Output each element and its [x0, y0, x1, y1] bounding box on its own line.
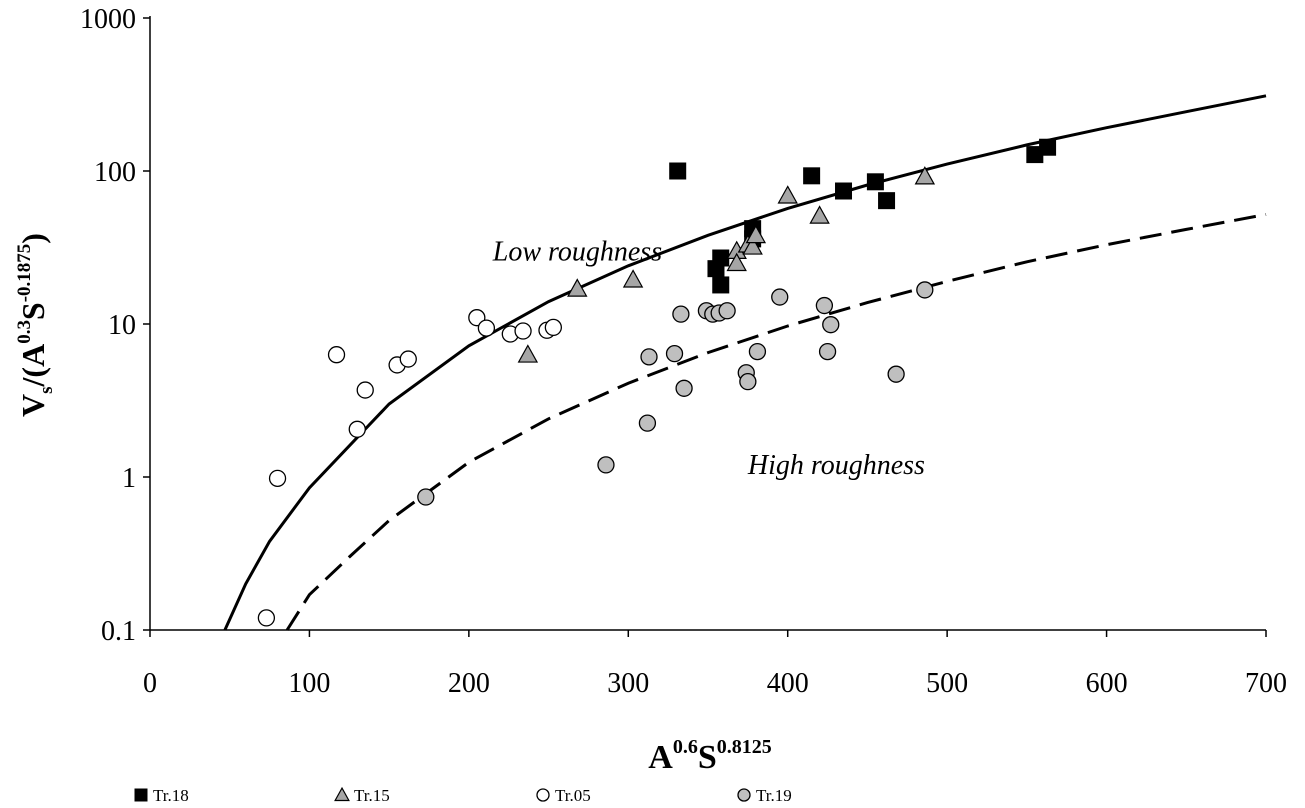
legend-label: Tr.15 [354, 786, 390, 805]
axes: 0 100 200 300 400 500 600 700 0.1 1 10 100 1000 [80, 4, 1287, 699]
y-title-sup-s: -0.1875 [14, 244, 35, 303]
y-title-sub-s: s [36, 386, 57, 393]
point-tr19 [887, 365, 905, 383]
x-tick-label: 700 [1245, 668, 1287, 699]
legend-item: Tr.18 [134, 786, 189, 805]
y-title-sup-a: 0.3 [14, 320, 35, 344]
y-axis-title: Vs/(A0.3S-0.1875) [14, 233, 57, 417]
point-tr19 [417, 488, 435, 506]
x-tick-label: 300 [607, 668, 649, 699]
point-tr19 [597, 456, 615, 474]
point-tr19 [640, 348, 658, 366]
point-tr15 [726, 252, 747, 272]
annotation-label: High roughness [747, 450, 925, 481]
point-tr05 [327, 346, 346, 364]
legend-item: Tr.19 [737, 786, 792, 805]
legend: Tr.18 Tr.15 Tr.05 Tr.19 [134, 786, 792, 805]
point-tr18 [866, 173, 884, 191]
point-tr18 [712, 249, 730, 267]
point-tr15 [567, 278, 588, 297]
point-tr15 [777, 185, 798, 204]
point-tr19 [818, 342, 837, 361]
x-axis-title: A0.6S0.8125 [648, 736, 771, 776]
point-tr19 [675, 379, 693, 397]
data-points [257, 138, 1057, 627]
point-tr19 [739, 372, 757, 391]
legend-item: Tr.15 [334, 786, 390, 805]
y-tick-label: 100 [94, 157, 136, 188]
x-tick-label: 100 [288, 668, 330, 699]
point-tr19 [916, 281, 934, 299]
point-tr19 [771, 288, 789, 306]
point-tr18 [669, 162, 687, 180]
point-tr19 [665, 345, 684, 363]
point-tr19 [748, 342, 767, 361]
legend-marker [737, 788, 751, 802]
legend-marker [134, 788, 148, 802]
y-tick-label: 1000 [80, 4, 136, 35]
x-title-base-a: A [648, 739, 673, 776]
x-tick-label: 500 [926, 668, 968, 699]
y-title-mid: /(A [15, 344, 51, 388]
point-tr19 [718, 302, 736, 320]
x-tick-label: 600 [1086, 668, 1128, 699]
y-title-v: V [15, 394, 51, 417]
point-tr15 [914, 166, 936, 185]
point-tr05 [268, 469, 287, 487]
point-tr15 [809, 205, 830, 224]
point-tr05 [399, 350, 417, 368]
y-title-close: ) [15, 233, 51, 244]
y-title-s: S [15, 302, 51, 320]
x-title-sup-s: 0.8125 [717, 736, 772, 758]
point-tr05 [356, 381, 374, 399]
fit-curve-solid [223, 94, 1267, 631]
legend-label: Tr.05 [555, 786, 591, 805]
legend-marker [536, 788, 550, 802]
y-tick-label: 1 [122, 463, 136, 494]
annotation-label: Low roughness [492, 237, 662, 268]
point-tr05 [348, 420, 366, 438]
point-tr05 [257, 609, 276, 627]
y-tick-label: 10 [108, 310, 136, 341]
fit-curves [223, 94, 1267, 631]
point-tr05 [514, 322, 532, 340]
point-tr05 [544, 318, 563, 337]
point-tr18 [1039, 138, 1057, 156]
x-title-base-s: S [698, 739, 717, 776]
point-tr18 [803, 167, 821, 185]
point-tr18 [712, 276, 730, 294]
legend-marker [334, 786, 350, 802]
legend-label: Tr.18 [153, 786, 189, 805]
y-tick-label: 0.1 [101, 616, 136, 647]
x-title-sup-a: 0.6 [673, 736, 698, 758]
x-tick-label: 200 [448, 668, 490, 699]
x-tick-label: 400 [767, 668, 809, 699]
point-tr15 [742, 236, 763, 255]
x-tick-label: 0 [143, 668, 157, 699]
point-tr19 [638, 414, 657, 432]
point-tr19 [815, 296, 834, 315]
point-tr15 [517, 344, 539, 363]
point-tr19 [672, 305, 690, 323]
point-tr15 [745, 224, 767, 244]
legend-label: Tr.19 [756, 786, 792, 805]
point-tr05 [477, 319, 496, 337]
point-tr18 [835, 182, 853, 200]
point-tr19 [822, 316, 840, 334]
point-tr15 [622, 269, 644, 288]
legend-item: Tr.05 [536, 786, 591, 805]
fit-curve-dashed [285, 213, 1267, 631]
point-tr18 [878, 192, 896, 210]
annotations: Low roughness High roughness [492, 237, 925, 481]
